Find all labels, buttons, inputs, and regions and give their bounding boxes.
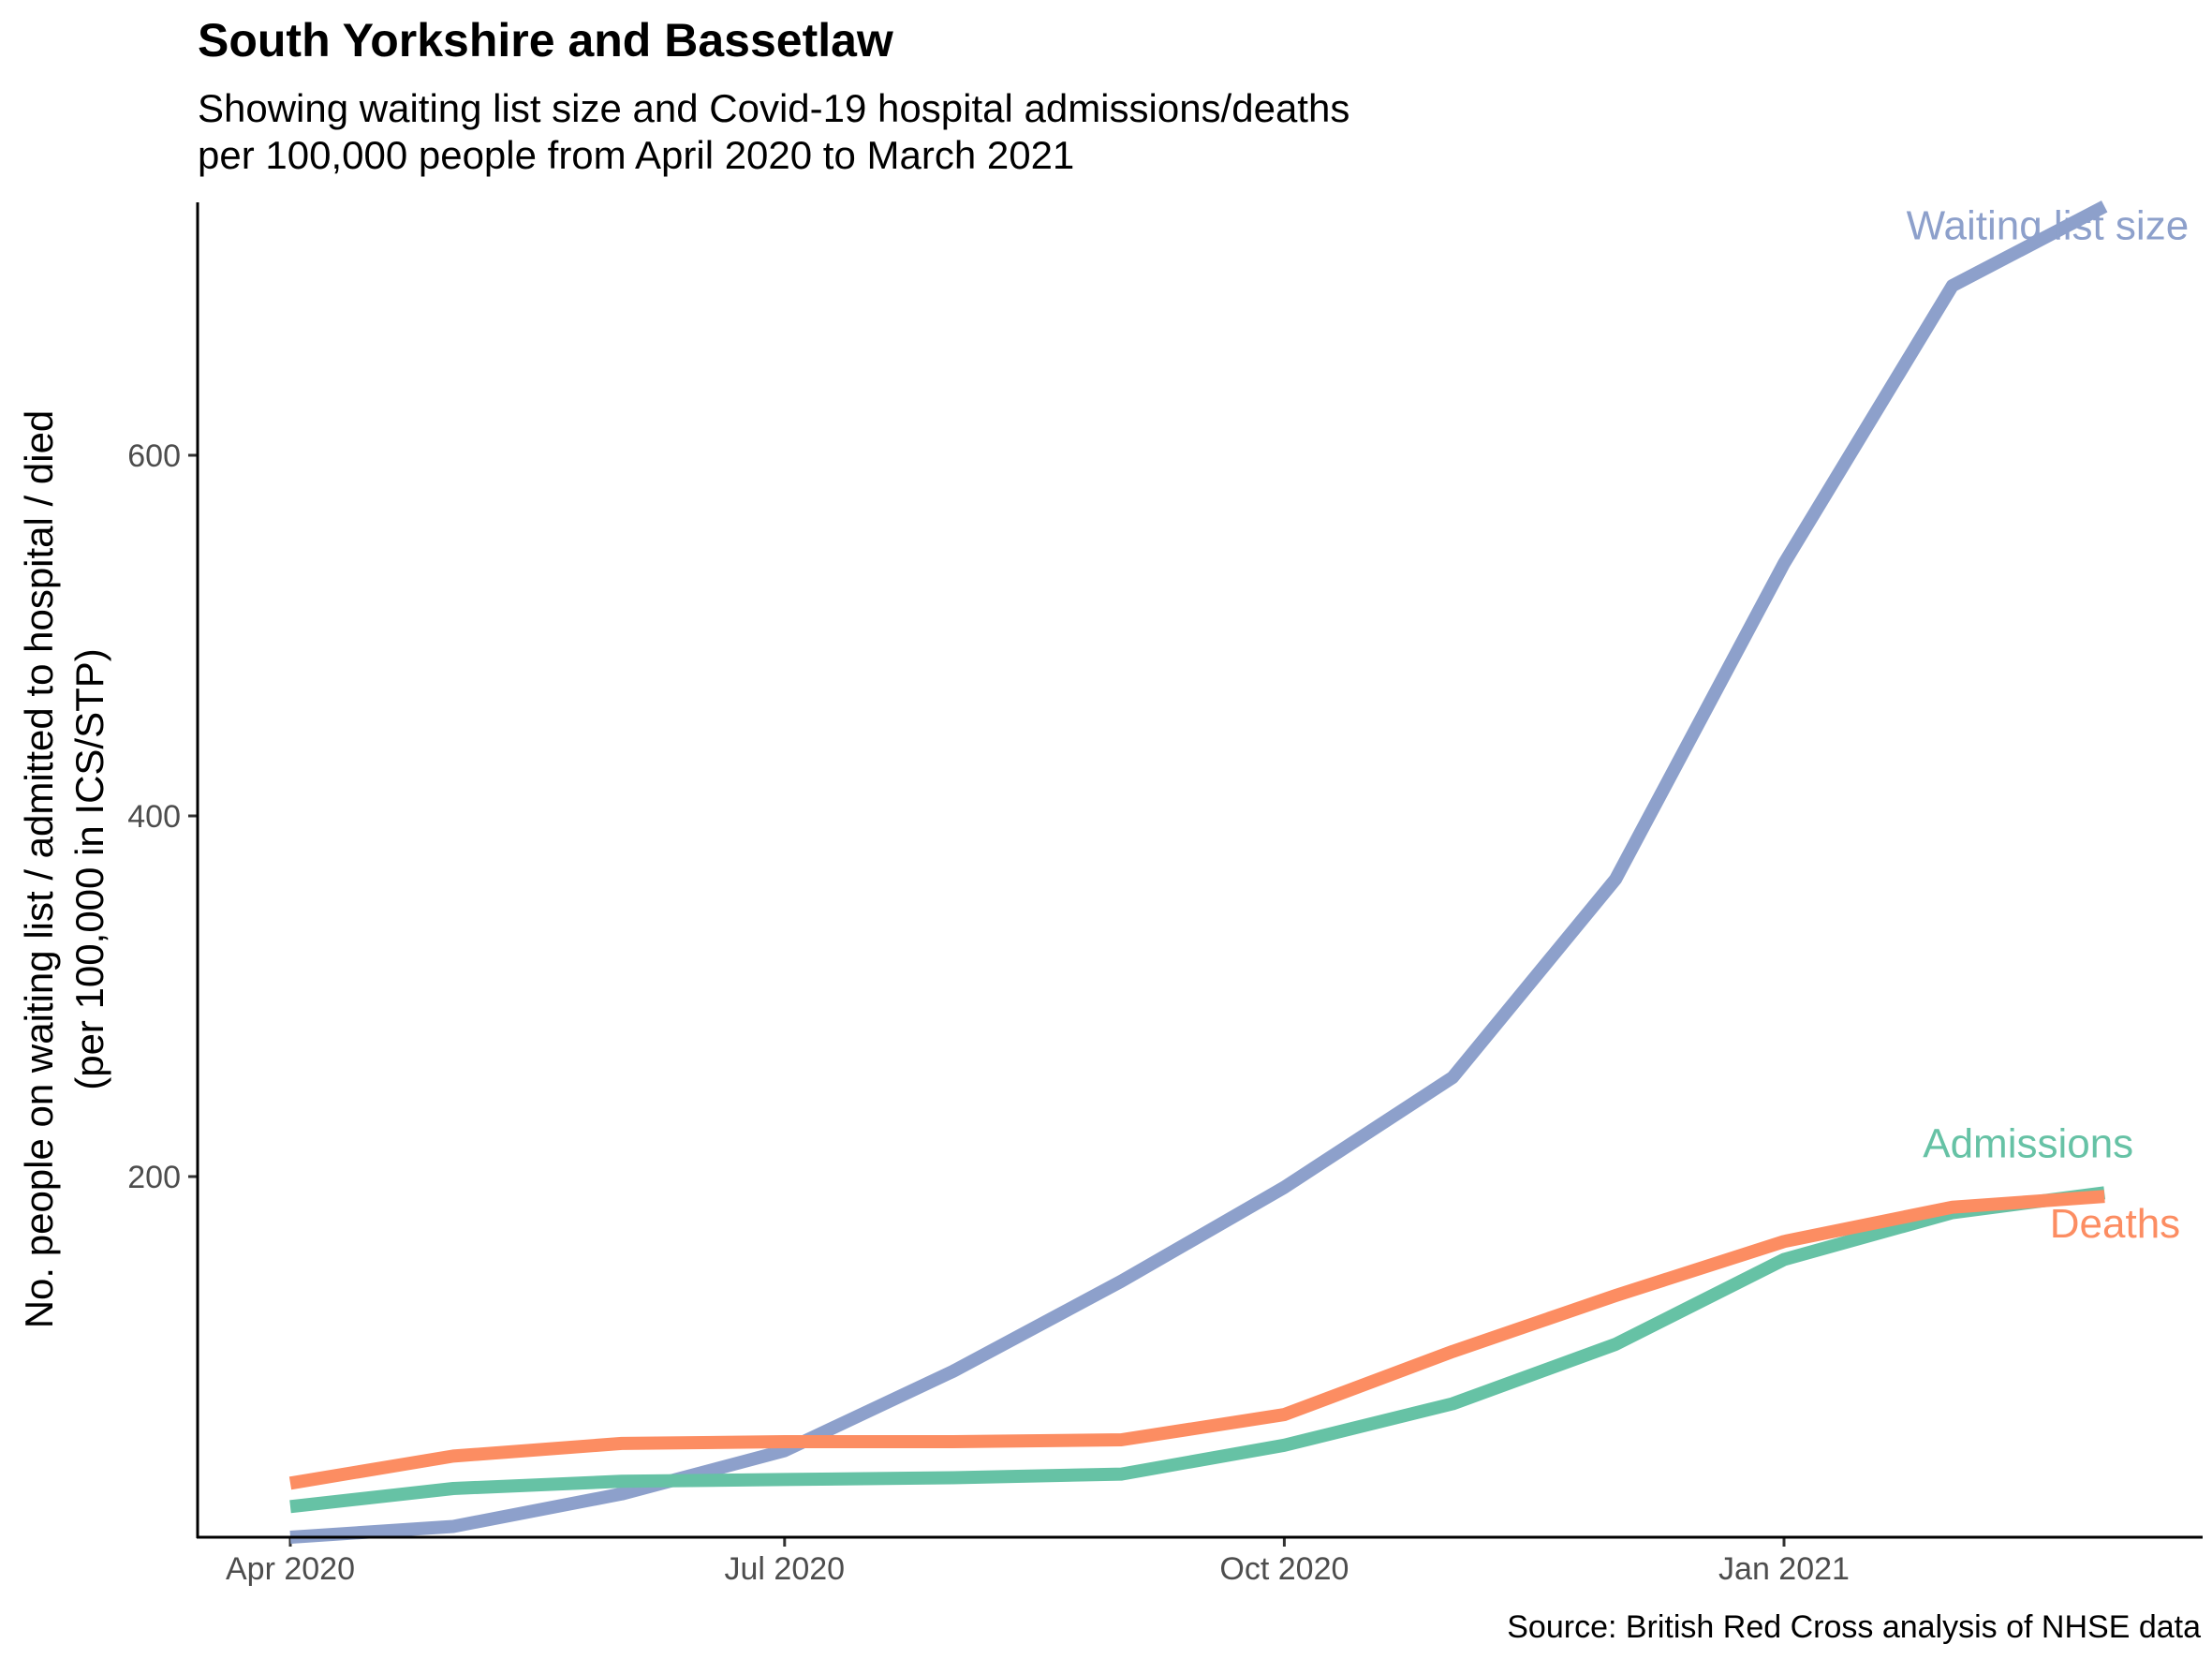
series-label-waiting-list-size: Waiting list size <box>1907 202 2190 248</box>
y-tick-label: 400 <box>127 799 181 835</box>
y-axis-ticks: 200 400 600 <box>127 438 198 1195</box>
series-label-admissions: Admissions <box>1923 1120 2133 1166</box>
chart-subtitle-line-2: per 100,000 people from April 2020 to Ma… <box>198 133 1075 177</box>
chart-subtitle-line-1: Showing waiting list size and Covid-19 h… <box>198 86 1350 130</box>
series-line-admissions <box>289 1186 2106 1514</box>
series-labels: Waiting list size Admissions Deaths <box>1907 202 2190 1247</box>
x-tick-label: Apr 2020 <box>226 1551 355 1587</box>
y-axis-title-line-2: (per 100,000 in ICS/STP) <box>67 648 111 1090</box>
x-tick-label: Oct 2020 <box>1219 1551 1349 1587</box>
y-tick-label: 600 <box>127 438 181 474</box>
chart-title: South Yorkshire and Bassetlaw <box>198 14 893 67</box>
series-lines <box>288 200 2108 1544</box>
series-line-deaths <box>288 1190 2105 1490</box>
series-label-deaths: Deaths <box>2050 1201 2180 1247</box>
series-line-waiting-list-size <box>289 200 2108 1544</box>
x-axis-ticks: Apr 2020 Jul 2020 Oct 2020 Jan 2021 <box>226 1537 1850 1587</box>
x-tick-label: Jul 2020 <box>725 1551 846 1587</box>
x-tick-label: Jan 2021 <box>1718 1551 1850 1587</box>
y-tick-label: 200 <box>127 1160 181 1195</box>
y-axis-title-line-1: No. people on waiting list / admitted to… <box>17 410 61 1329</box>
source-caption: Source: British Red Cross analysis of NH… <box>1507 1609 2201 1645</box>
